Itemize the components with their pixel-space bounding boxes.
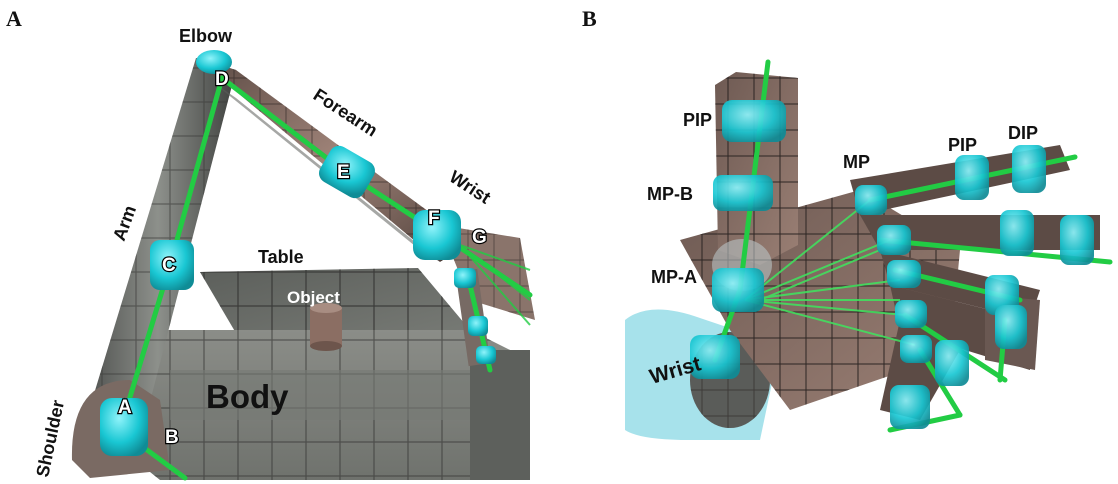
label-object: Object [287, 288, 340, 307]
label-table: Table [258, 247, 304, 267]
joint-label-d: D [215, 69, 229, 90]
joint-pip-thumb [722, 100, 786, 142]
joint-label-g: G [472, 227, 487, 248]
joint-mp-a [712, 268, 764, 312]
object-cylinder [310, 303, 342, 351]
panel-a-letter: A [6, 6, 22, 31]
panel-a-scene: A B C D E F G Elbow Forearm Wrist Arm Ta… [32, 26, 535, 481]
palm-links [744, 199, 916, 346]
joint-label-e: E [337, 162, 350, 183]
label-wrist-a: Wrist [446, 167, 494, 208]
panel-a-joints [100, 50, 496, 456]
joint-g [454, 268, 476, 288]
joint-f [413, 210, 461, 260]
label-dip: DIP [1008, 123, 1038, 143]
joint-label-f: F [428, 208, 440, 229]
joint-pip [955, 155, 989, 200]
label-shoulder: Shoulder [32, 398, 68, 478]
panel-b-letter: B [582, 6, 597, 31]
joint-label-a: A [118, 397, 132, 418]
joint-e [319, 145, 375, 199]
label-pip: PIP [948, 135, 977, 155]
joint-c [150, 240, 194, 290]
joint-wrist-b [690, 335, 740, 379]
label-mp-b: MP-B [647, 184, 693, 204]
joint-d [196, 50, 232, 74]
joint-label-b: B [165, 427, 179, 448]
joint-a [100, 398, 148, 456]
joint-label-c: C [162, 255, 176, 276]
joint-mp-b [713, 175, 773, 211]
label-mp: MP [843, 152, 870, 172]
label-body: Body [206, 378, 289, 415]
label-elbow: Elbow [179, 26, 233, 46]
panel-b-scene: PIP MP-B MP-A MP PIP DIP Wrist [625, 59, 1113, 440]
label-arm: Arm [109, 203, 140, 244]
joint-dip [1012, 145, 1046, 193]
label-mp-a: MP-A [651, 267, 697, 287]
label-pip-thumb: PIP [683, 110, 712, 130]
panel-b-joints [690, 100, 1094, 429]
